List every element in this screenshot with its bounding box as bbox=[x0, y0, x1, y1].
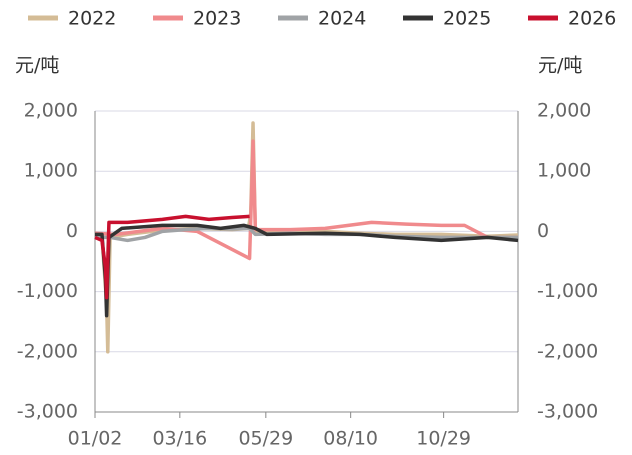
legend-label: 2023 bbox=[193, 8, 241, 30]
series-line bbox=[94, 214, 250, 300]
x-tick-label: 05/29 bbox=[238, 428, 293, 450]
x-tick-label: 10/29 bbox=[416, 428, 471, 450]
y2-tick-label: -1,000 bbox=[537, 280, 598, 302]
legend-label: 2025 bbox=[443, 8, 491, 30]
series-line bbox=[95, 223, 519, 318]
x-tick-label: 01/02 bbox=[68, 428, 123, 450]
y-tick-label: 1,000 bbox=[24, 160, 78, 182]
y2-tick-label: 0 bbox=[537, 220, 549, 242]
y2-tick-label: -3,000 bbox=[537, 401, 598, 423]
y2-tick-label: 1,000 bbox=[537, 160, 591, 182]
y2-tick-label: 2,000 bbox=[537, 100, 591, 122]
y2-axis-label: 元/吨 bbox=[538, 55, 582, 77]
y-tick-label: 2,000 bbox=[24, 100, 78, 122]
y-tick-label: -3,000 bbox=[17, 401, 78, 423]
x-tick-label: 08/10 bbox=[323, 428, 378, 450]
y-tick-label: 0 bbox=[66, 220, 78, 242]
legend-label: 2026 bbox=[568, 8, 616, 30]
x-tick-label: 03/16 bbox=[152, 428, 207, 450]
y-tick-label: -1,000 bbox=[17, 280, 78, 302]
legend-label: 2022 bbox=[68, 8, 116, 30]
y-tick-label: -2,000 bbox=[17, 340, 78, 362]
y2-tick-label: -2,000 bbox=[537, 340, 598, 362]
y-axis-label: 元/吨 bbox=[15, 55, 59, 77]
legend-label: 2024 bbox=[318, 8, 366, 30]
